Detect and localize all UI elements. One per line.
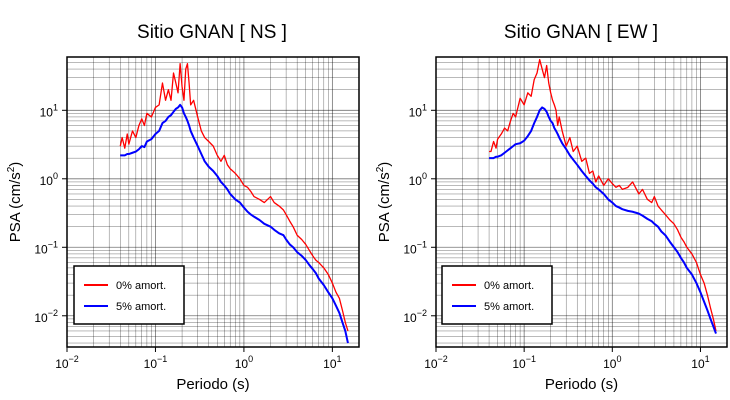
series-line-damped xyxy=(489,106,717,334)
legend-label: 5% amort. xyxy=(116,301,166,313)
y-tick-label-base: 10 xyxy=(409,174,423,188)
legend-box xyxy=(441,265,553,325)
plot-frame xyxy=(66,56,360,348)
x-tick-label-base: 10 xyxy=(424,357,438,371)
y-tick-label: 101 xyxy=(40,102,58,119)
y-tick-label: 10−1 xyxy=(403,239,427,256)
x-tick-label-exponent: 0 xyxy=(616,354,621,364)
y-tick-label-exponent: 1 xyxy=(422,102,427,112)
x-tick-label-exponent: 1 xyxy=(337,354,342,364)
x-tick-label-base: 10 xyxy=(691,357,705,371)
y-axis-label-text: PSA (cm/s xyxy=(376,172,393,242)
x-tick-label: 10−1 xyxy=(144,354,168,371)
x-tick-label-exponent: −2 xyxy=(69,354,79,364)
x-tick-label: 100 xyxy=(603,354,621,371)
legend-label: 0% amort. xyxy=(484,280,534,292)
grid xyxy=(67,57,359,347)
y-tick-label-exponent: 0 xyxy=(422,171,427,181)
y-tick-label: 101 xyxy=(409,102,427,119)
plot-frame xyxy=(435,56,728,348)
x-tick-label: 10−2 xyxy=(424,354,448,371)
y-tick-label-base: 10 xyxy=(34,242,48,256)
legend: 0% amort. 5% amort. xyxy=(441,265,553,325)
y-tick-label: 10−2 xyxy=(403,308,427,325)
y-tick-label-exponent: −2 xyxy=(417,308,427,318)
y-tick-label-exponent: −1 xyxy=(417,239,427,249)
x-tick-label-base: 10 xyxy=(512,357,526,371)
y-tick-label-exponent: 0 xyxy=(53,171,58,181)
y-axis-label-superscript: 2 xyxy=(375,166,386,172)
y-tick-label-base: 10 xyxy=(40,105,54,119)
x-axis-label: Periodo (s) xyxy=(176,376,249,393)
y-tick-label: 10−2 xyxy=(34,308,58,325)
x-tick-label-exponent: −1 xyxy=(526,354,536,364)
y-tick-label-base: 10 xyxy=(403,311,417,325)
legend: 0% amort. 5% amort. xyxy=(73,265,185,325)
legend-box xyxy=(73,265,185,325)
y-axis-label-close: ) xyxy=(7,162,24,167)
x-tick-label-exponent: −1 xyxy=(157,354,167,364)
y-axis-label: PSA (cm/s2) xyxy=(375,162,393,243)
y-tick-label-base: 10 xyxy=(40,174,54,188)
x-axis-label: Periodo (s) xyxy=(545,376,618,393)
chart-title: Sitio GNAN [ EW ] xyxy=(504,22,658,43)
x-tick-label-base: 10 xyxy=(55,357,69,371)
x-tick-label: 101 xyxy=(691,354,709,371)
x-tick-label-base: 10 xyxy=(603,357,617,371)
x-tick-label-exponent: 0 xyxy=(248,354,253,364)
series-line-undamped xyxy=(119,62,349,332)
y-tick-label: 100 xyxy=(40,171,58,188)
x-tick-label: 100 xyxy=(235,354,253,371)
x-tick-label: 101 xyxy=(323,354,341,371)
x-tick-label-exponent: −2 xyxy=(438,354,448,364)
x-tick-label-exponent: 1 xyxy=(705,354,710,364)
y-tick-label-exponent: 1 xyxy=(53,102,58,112)
y-tick-label-base: 10 xyxy=(34,311,48,325)
x-tick-label-base: 10 xyxy=(235,357,249,371)
series-line-undamped xyxy=(489,58,717,332)
legend-label: 5% amort. xyxy=(484,301,534,313)
chart-title: Sitio GNAN [ NS ] xyxy=(137,22,287,43)
x-tick-label: 10−1 xyxy=(512,354,536,371)
x-tick-label: 10−2 xyxy=(55,354,79,371)
y-axis-label-text: PSA (cm/s xyxy=(7,172,24,242)
y-tick-label-base: 10 xyxy=(409,105,423,119)
y-tick-label-exponent: −2 xyxy=(48,308,58,318)
y-tick-label: 100 xyxy=(409,171,427,188)
y-axis-label: PSA (cm/s2) xyxy=(6,162,24,243)
x-tick-label-base: 10 xyxy=(144,357,158,371)
x-tick-label-base: 10 xyxy=(323,357,337,371)
y-tick-label: 10−1 xyxy=(34,239,58,256)
y-axis-label-close: ) xyxy=(376,162,393,167)
y-tick-label-exponent: −1 xyxy=(48,239,58,249)
series-line-damped xyxy=(120,103,349,344)
y-tick-label-base: 10 xyxy=(403,242,417,256)
legend-label: 0% amort. xyxy=(116,280,166,292)
y-axis-label-superscript: 2 xyxy=(6,166,17,172)
